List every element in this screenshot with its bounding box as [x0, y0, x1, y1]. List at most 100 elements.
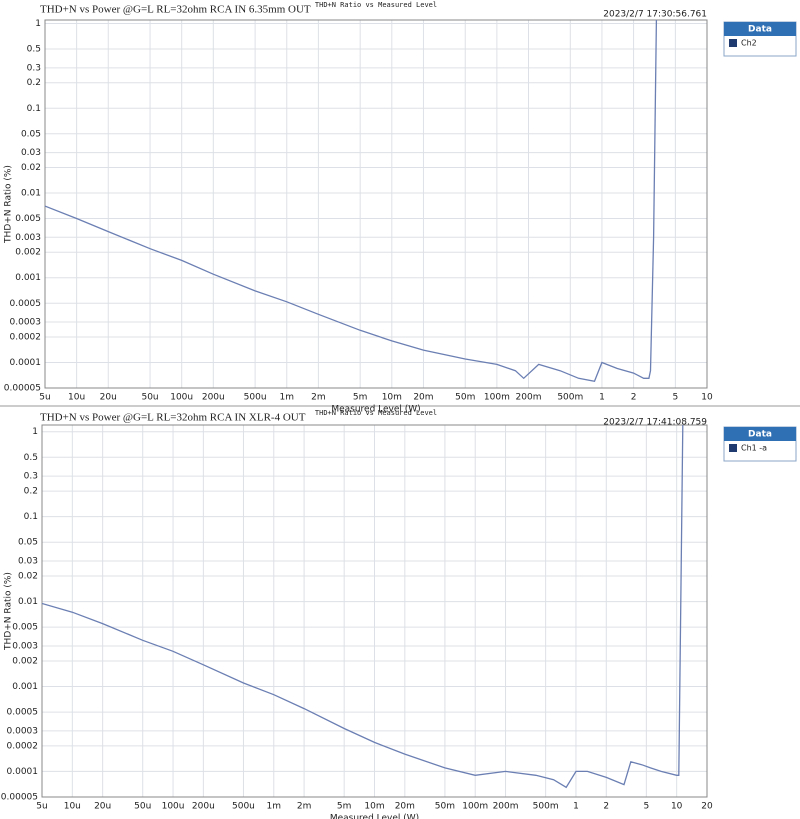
x-tick-label: 200u [192, 802, 215, 812]
x-tick-label: 50u [134, 802, 151, 812]
y-tick-label: 0.02 [21, 163, 41, 173]
x-tick-label: 1m [280, 393, 295, 403]
x-tick-label: 2m [297, 802, 312, 812]
y-tick-label: 0.02 [18, 572, 38, 582]
x-tick-label: 5 [643, 802, 649, 812]
y-tick-label: 0.005 [12, 623, 38, 633]
x-tick-label: 100m [484, 393, 510, 403]
y-tick-label: 0.2 [24, 487, 38, 497]
y-tick-label: 0.002 [12, 656, 38, 666]
y-tick-label: 0.002 [15, 248, 41, 258]
y-tick-label: 0.0001 [10, 358, 42, 368]
y-tick-label: 0.03 [18, 557, 38, 567]
chart-subtitle: THD+N Ratio vs Measured Level [315, 1, 437, 9]
y-tick-label: 0.01 [18, 597, 38, 607]
x-tick-label: 1 [599, 393, 605, 403]
x-tick-label: 10m [364, 802, 384, 812]
x-tick-label: 100m [462, 802, 488, 812]
y-tick-label: 0.0003 [10, 318, 42, 328]
x-axis-label: Measured Level (W) [331, 405, 420, 415]
x-tick-label: 1 [573, 802, 579, 812]
x-tick-label: 200m [516, 393, 542, 403]
x-axis-label: Measured Level (W) [330, 814, 419, 819]
x-tick-label: 1m [267, 802, 282, 812]
x-tick-label: 20 [701, 802, 713, 812]
x-tick-label: 10u [64, 802, 81, 812]
y-tick-label: 1 [32, 427, 38, 437]
x-tick-label: 5u [39, 393, 50, 403]
y-tick-label: 0.0005 [10, 299, 42, 309]
y-tick-label: 0.5 [27, 45, 41, 55]
y-tick-label: 0.3 [24, 472, 38, 482]
y-axis-label: THD+N Ratio (%) [4, 572, 14, 651]
y-tick-label: 0.1 [24, 512, 38, 522]
legend-label: Ch1 -a [741, 444, 767, 453]
y-tick-label: 0.003 [12, 641, 38, 651]
plot-frame [41, 424, 708, 798]
x-tick-label: 10u [68, 393, 85, 403]
y-tick-label: 0.05 [18, 538, 38, 548]
x-tick-label: 2m [311, 393, 326, 403]
x-tick-label: 10 [701, 393, 713, 403]
chart-subtitle: THD+N Ratio vs Measured Level [315, 409, 437, 417]
y-tick-label: 0.03 [21, 148, 41, 158]
legend-header [724, 22, 796, 36]
y-tick-label: 0.003 [15, 233, 41, 243]
x-tick-label: 10m [382, 393, 402, 403]
plot-frame [44, 19, 708, 389]
y-axis-label: THD+N Ratio (%) [4, 165, 14, 244]
x-tick-label: 200m [493, 802, 519, 812]
x-tick-label: 100u [170, 393, 193, 403]
y-tick-label: 0.1 [27, 104, 41, 114]
y-tick-label: 0.0005 [7, 708, 39, 718]
y-tick-label: 0.05 [21, 129, 41, 139]
plot-area [44, 19, 708, 389]
x-tick-label: 2 [603, 802, 609, 812]
x-tick-label: 5m [337, 802, 352, 812]
x-tick-label: 5 [673, 393, 679, 403]
y-tick-label: 0.5 [24, 453, 38, 463]
x-tick-label: 50u [141, 393, 158, 403]
legend-label: Ch2 [741, 39, 757, 48]
chart-title: THD+N vs Power @G=L RL=32ohm RCA IN 6.35… [40, 4, 311, 16]
x-tick-label: 20u [94, 802, 111, 812]
data-line [45, 19, 658, 383]
y-tick-label: 0.0003 [7, 726, 39, 736]
y-tick-label: 0.001 [12, 682, 38, 692]
legend-swatch [729, 444, 737, 452]
x-tick-label: 20u [100, 393, 117, 403]
chart-title: THD+N vs Power @G=L RL=32ohm RCA IN XLR-… [40, 412, 306, 424]
x-tick-label: 500u [232, 802, 255, 812]
y-tick-label: 0.0002 [7, 741, 39, 751]
x-tick-label: 50m [455, 393, 475, 403]
x-tick-label: 10 [671, 802, 683, 812]
x-tick-label: 100u [162, 802, 185, 812]
y-tick-label: 0.005 [15, 214, 41, 224]
y-tick-label: 1 [35, 19, 41, 29]
x-tick-label: 200u [202, 393, 225, 403]
timestamp: 2023/2/7 17:30:56.761 [603, 10, 707, 20]
y-tick-label: 0.00005 [4, 384, 41, 394]
y-tick-label: 0.0002 [10, 332, 42, 342]
data-line [42, 424, 684, 789]
x-tick-label: 500m [557, 393, 583, 403]
x-tick-label: 500u [244, 393, 267, 403]
x-tick-label: 2 [631, 393, 637, 403]
y-tick-label: 0.2 [27, 78, 41, 88]
y-tick-label: 0.0001 [7, 767, 39, 777]
timestamp: 2023/2/7 17:41:08.759 [603, 418, 707, 428]
legend-swatch [729, 39, 737, 47]
legend-title: Data [748, 25, 772, 35]
legend-header [724, 427, 796, 441]
x-tick-label: 5m [353, 393, 368, 403]
x-tick-label: 20m [413, 393, 433, 403]
x-tick-label: 50m [435, 802, 455, 812]
legend-title: Data [748, 430, 772, 440]
y-tick-label: 0.00005 [1, 793, 38, 803]
x-tick-label: 5u [36, 802, 47, 812]
y-tick-label: 0.01 [21, 188, 41, 198]
y-tick-label: 0.001 [15, 273, 41, 283]
y-tick-label: 0.3 [27, 63, 41, 73]
x-tick-label: 20m [395, 802, 415, 812]
